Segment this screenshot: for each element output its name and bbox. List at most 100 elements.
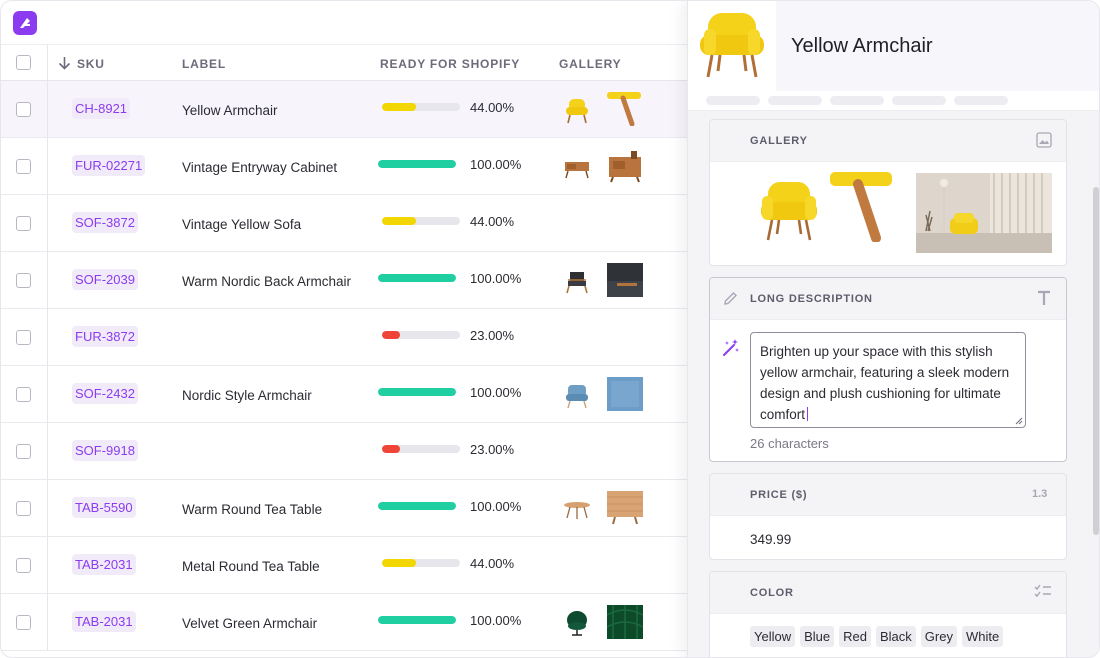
readiness-percent: 23.00%: [470, 442, 515, 457]
sku-badge[interactable]: TAB-2031: [72, 554, 136, 575]
gallery-thumb-wood-table-detail[interactable]: [607, 491, 643, 525]
price-card: PRICE ($) 1.3 349.99: [709, 473, 1067, 560]
gallery-image-room-scene[interactable]: [916, 173, 1052, 253]
table-row[interactable]: CH-8921 Yellow Armchair 44.00%: [1, 81, 687, 138]
gallery-thumb-yellow-armchair-leg[interactable]: [607, 92, 643, 127]
sku-badge[interactable]: SOF-2039: [72, 269, 138, 290]
price-value[interactable]: 349.99: [750, 532, 792, 547]
product-label: Yellow Armchair: [182, 103, 278, 118]
table-row[interactable]: SOF-9918 23.00%: [1, 423, 687, 480]
progress-fill: [382, 331, 400, 339]
pencil-icon[interactable]: [722, 290, 739, 307]
sku-badge[interactable]: SOF-2432: [72, 383, 138, 404]
color-chip[interactable]: Red: [839, 626, 871, 647]
product-label: Nordic Style Armchair: [182, 388, 312, 403]
table-row[interactable]: SOF-2039 Warm Nordic Back Armchair 100.0…: [1, 252, 687, 309]
table-row[interactable]: SOF-2432 Nordic Style Armchair 100.00%: [1, 366, 687, 423]
gallery-image-yellow-armchair[interactable]: [754, 176, 824, 246]
svg-text:1.3: 1.3: [1032, 488, 1047, 500]
gallery-thumb-cabinet[interactable]: [562, 152, 592, 182]
row-checkbox[interactable]: [16, 216, 31, 231]
row-checkbox[interactable]: [16, 273, 31, 288]
table-row[interactable]: SOF-3872 Vintage Yellow Sofa 44.00%: [1, 195, 687, 252]
long-description-text: Brighten up your space with this stylish…: [760, 344, 1010, 422]
product-label: Warm Round Tea Table: [182, 502, 323, 517]
sku-badge[interactable]: CH-8921: [72, 98, 131, 119]
select-all-checkbox[interactable]: [16, 55, 31, 70]
progress-fill: [382, 103, 417, 111]
column-header-label[interactable]: LABEL: [182, 57, 226, 71]
panel-scrollbar[interactable]: [1093, 187, 1099, 535]
row-checkbox[interactable]: [16, 102, 31, 117]
readiness-progress-bar: [382, 103, 460, 111]
progress-fill: [382, 217, 417, 225]
magic-wand-icon[interactable]: [721, 338, 741, 358]
column-header-gallery[interactable]: GALLERY: [559, 57, 622, 71]
column-header-sku[interactable]: SKU: [77, 57, 105, 71]
gallery-thumb-nordic-armchair[interactable]: [562, 266, 592, 296]
panel-title: Yellow Armchair: [791, 35, 933, 57]
gallery-thumb-blue-armchair[interactable]: [562, 380, 592, 410]
color-chip[interactable]: Grey: [920, 626, 957, 647]
readiness-percent: 44.00%: [470, 100, 515, 115]
gallery-title: GALLERY: [750, 135, 808, 147]
sku-badge[interactable]: SOF-9918: [72, 440, 138, 461]
readiness-percent: 44.00%: [470, 556, 515, 571]
gallery-thumb-round-table[interactable]: [562, 494, 592, 524]
row-checkbox[interactable]: [16, 330, 31, 345]
image-icon: [1036, 132, 1052, 148]
resize-handle-icon[interactable]: [1015, 417, 1023, 425]
product-table: SKU LABEL READY FOR SHOPIFY GALLERY CH-8…: [1, 45, 687, 651]
product-label: Vintage Yellow Sofa: [182, 217, 302, 232]
gallery-thumb-cabinet-detail[interactable]: [607, 149, 643, 183]
color-chip[interactable]: Black: [876, 626, 916, 647]
top-bar: [1, 1, 687, 45]
color-chip[interactable]: Yellow: [750, 626, 796, 647]
color-options: Yellow Blue Red Black Grey White: [750, 626, 1004, 647]
table-row[interactable]: TAB-2031 Velvet Green Armchair 100.00%: [1, 594, 687, 651]
readiness-progress-bar: [382, 217, 460, 225]
checklist-icon: [1034, 584, 1051, 598]
readiness-percent: 100.00%: [470, 157, 522, 172]
row-checkbox[interactable]: [16, 501, 31, 516]
row-checkbox[interactable]: [16, 387, 31, 402]
table-row[interactable]: TAB-2031 Metal Round Tea Table 44.00%: [1, 537, 687, 594]
progress-fill: [382, 559, 417, 567]
gallery-thumb-green-velvet[interactable]: [606, 605, 644, 639]
row-checkbox[interactable]: [16, 159, 31, 174]
sku-badge[interactable]: FUR-3872: [72, 326, 138, 347]
color-chip[interactable]: Blue: [800, 626, 835, 647]
readiness-progress-bar: [378, 502, 456, 510]
product-label: Warm Nordic Back Armchair: [182, 274, 352, 289]
sku-badge[interactable]: SOF-3872: [72, 212, 138, 233]
gallery-thumb-blue-fabric[interactable]: [607, 377, 643, 411]
decimal-icon: 1.3: [1032, 488, 1047, 500]
readiness-progress-bar: [378, 616, 456, 624]
color-chip[interactable]: White: [961, 626, 1004, 647]
app-logo-icon[interactable]: [13, 11, 37, 35]
readiness-percent: 23.00%: [470, 328, 515, 343]
table-row[interactable]: FUR-3872 23.00%: [1, 309, 687, 366]
row-checkbox[interactable]: [16, 444, 31, 459]
gallery-thumb-green-armchair[interactable]: [562, 608, 592, 638]
gallery-thumb-yellow-armchair[interactable]: [562, 95, 592, 125]
row-checkbox[interactable]: [16, 558, 31, 573]
sku-badge[interactable]: TAB-5590: [72, 497, 136, 518]
readiness-percent: 100.00%: [470, 499, 522, 514]
readiness-percent: 100.00%: [470, 385, 522, 400]
progress-fill: [382, 445, 400, 453]
sort-arrow-icon[interactable]: [58, 56, 71, 70]
character-count: 26 characters: [750, 436, 829, 451]
table-header: SKU LABEL READY FOR SHOPIFY GALLERY: [1, 45, 687, 81]
long-description-textarea[interactable]: Brighten up your space with this stylish…: [750, 332, 1026, 428]
row-checkbox[interactable]: [16, 615, 31, 630]
table-row[interactable]: FUR-02271 Vintage Entryway Cabinet 100.0…: [1, 138, 687, 195]
sku-badge[interactable]: TAB-2031: [72, 611, 136, 632]
gallery-image-armchair-leg[interactable]: [830, 172, 894, 242]
column-header-ready[interactable]: READY FOR SHOPIFY: [380, 57, 521, 71]
table-row[interactable]: TAB-5590 Warm Round Tea Table 100.00%: [1, 480, 687, 537]
gallery-thumb-dark-fabric[interactable]: [607, 263, 643, 297]
sku-badge[interactable]: FUR-02271: [72, 155, 146, 176]
price-title: PRICE ($): [750, 489, 808, 501]
